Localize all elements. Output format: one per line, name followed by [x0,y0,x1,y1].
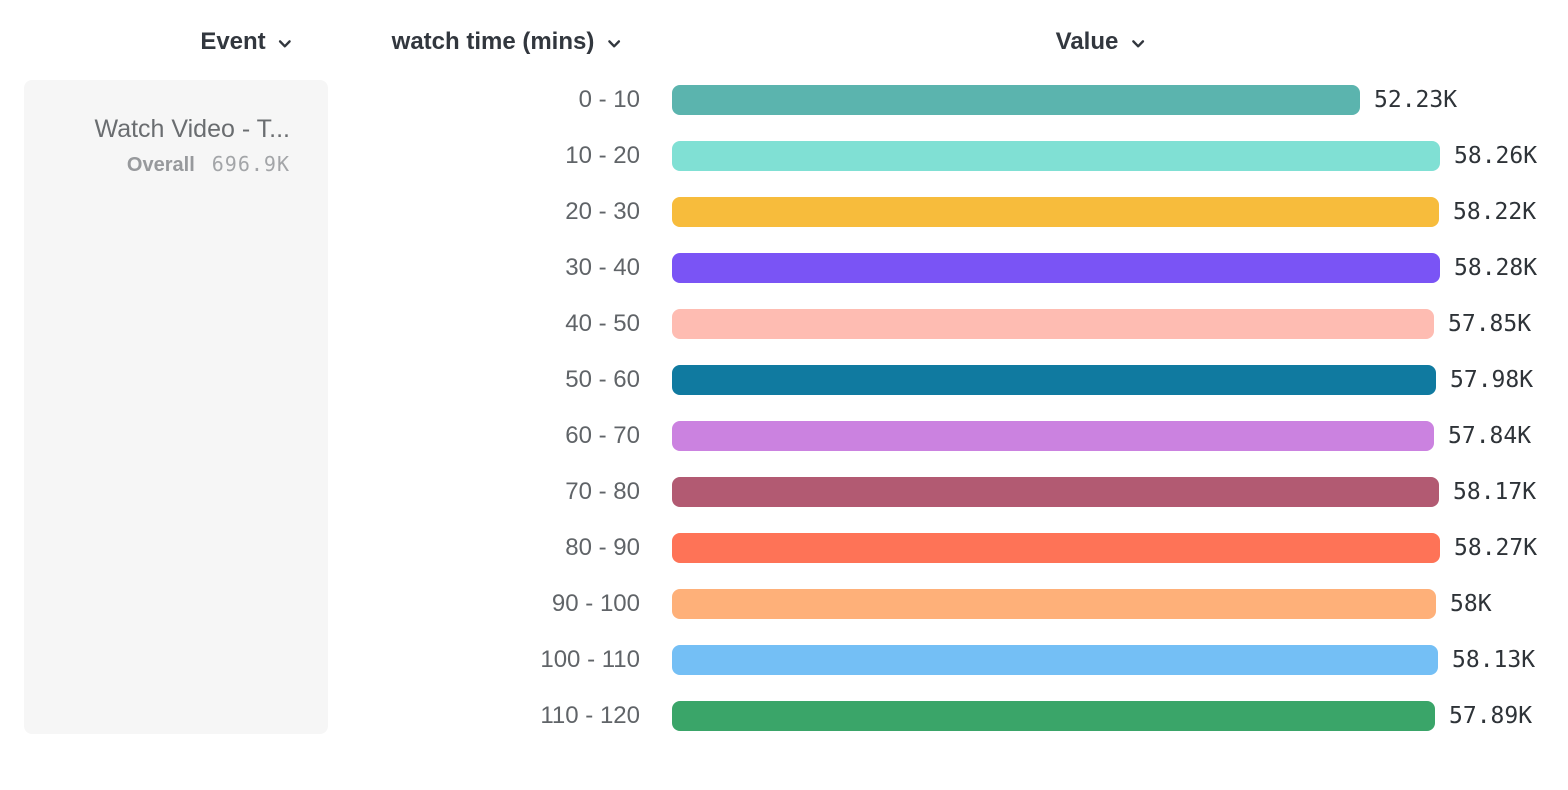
bar-value-label: 58.13K [1452,647,1536,673]
bucket-label: 40 - 50 [565,310,640,337]
chart-row: 100 - 110 58.13K [0,632,1568,688]
bucket-label: 60 - 70 [565,422,640,449]
chart-row: 40 - 50 57.85K [0,296,1568,352]
bar-value-label: 58.27K [1454,535,1538,561]
chart-row: 20 - 30 58.22K [0,184,1568,240]
event-legend-card: Watch Video - T... Overall 696.9K [24,80,328,734]
event-column-dropdown[interactable]: Event [200,26,293,58]
chart-row: 30 - 40 58.28K [0,240,1568,296]
value-bar[interactable] [672,421,1434,451]
breakdown-column-dropdown[interactable]: watch time (mins) [392,26,623,58]
value-bar[interactable] [672,533,1440,563]
chart-row: 80 - 90 58.27K [0,520,1568,576]
chart-row: 90 - 100 58K [0,576,1568,632]
bucket-label: 110 - 120 [540,702,640,729]
event-name: Watch Video - T... [94,115,290,143]
chart-row: 0 - 10 52.23K [0,72,1568,128]
value-bar[interactable] [672,477,1439,507]
bucket-label: 0 - 10 [578,86,640,113]
bucket-label: 10 - 20 [565,142,640,169]
value-bar[interactable] [672,645,1438,675]
value-column-dropdown[interactable]: Value [1056,26,1147,58]
overall-label: Overall [126,154,195,177]
bar-value-label: 58.28K [1454,255,1538,281]
value-bar[interactable] [672,85,1360,115]
bar-value-label: 57.84K [1448,423,1532,449]
value-bar[interactable] [672,701,1435,731]
value-bar[interactable] [672,309,1434,339]
chart-row: 50 - 60 57.98K [0,352,1568,408]
chart-row: 110 - 120 57.89K [0,688,1568,744]
value-bar[interactable] [672,141,1440,171]
bar-value-label: 58.22K [1453,199,1537,225]
bar-value-label: 57.85K [1448,311,1532,337]
bucket-label: 20 - 30 [565,198,640,225]
bar-value-label: 57.98K [1450,367,1534,393]
value-column-label: Value [1055,28,1119,55]
value-bar[interactable] [672,197,1439,227]
bucket-label: 70 - 80 [565,478,640,505]
chevron-down-icon [605,35,622,52]
chevron-down-icon [1129,35,1146,52]
bar-value-label: 52.23K [1374,87,1458,113]
chart-row: 60 - 70 57.84K [0,408,1568,464]
bucket-label: 90 - 100 [551,590,640,617]
bar-value-label: 58.26K [1454,143,1538,169]
bar-value-label: 58.17K [1453,479,1537,505]
overall-value: 696.9K [211,152,290,177]
breakdown-column-label: watch time (mins) [391,28,595,55]
bucket-label: 80 - 90 [565,534,640,561]
value-bar[interactable] [672,589,1436,619]
chart-row: 70 - 80 58.17K [0,464,1568,520]
bar-value-label: 58K [1450,591,1492,617]
value-bar[interactable] [672,365,1436,395]
legend-item-event[interactable]: Watch Video - T... Overall 696.9K [44,114,290,177]
value-bar[interactable] [672,253,1440,283]
bucket-label: 50 - 60 [565,366,640,393]
chart-row: 10 - 20 58.26K [0,128,1568,184]
chart-rows: 0 - 10 52.23K 10 - 20 58.26K 20 - 30 58.22K 30… [0,72,1568,744]
bucket-label: 30 - 40 [565,254,640,281]
event-column-label: Event [200,28,266,55]
bucket-label: 100 - 110 [540,646,640,673]
bar-value-label: 57.89K [1449,703,1533,729]
chevron-down-icon [277,35,294,52]
